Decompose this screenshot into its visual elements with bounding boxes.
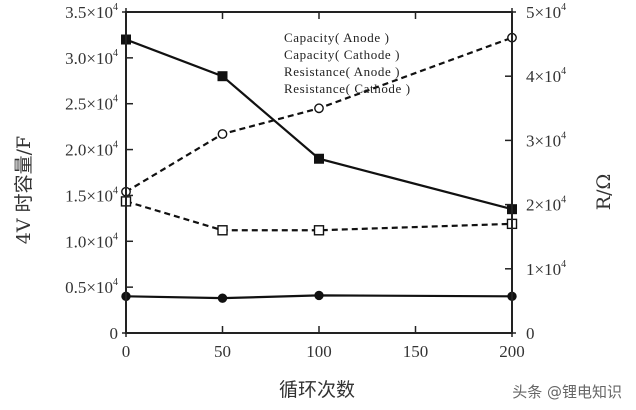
series-2-point (314, 290, 324, 301)
x-axis-title: 循环次数 (279, 379, 355, 401)
watermark-text: 头条 @锂电知识 (512, 383, 622, 401)
legend-entry: Resistance( Anode ) (284, 64, 400, 79)
series-2-point (217, 293, 228, 303)
x-tick-label: 100 (306, 342, 332, 361)
y-left-tick-label: 3.5×104 (65, 2, 118, 22)
y-left-tick-label: 1.5×104 (65, 185, 118, 205)
series-1-point (217, 71, 228, 82)
series-line-4 (125, 200, 513, 232)
legend-entry: Capacity( Cathode ) (284, 47, 400, 62)
x-tick-label: 0 (122, 342, 131, 361)
series-3-point (217, 129, 228, 139)
series-line-3 (125, 36, 513, 193)
y-right-tick-label: 5×104 (526, 2, 566, 22)
y-right-axis-title: R/Ω (593, 174, 615, 210)
series-3-point (314, 103, 324, 114)
y-left-tick-label: 0.5×104 (65, 277, 118, 297)
y-right-tick-label: 3×104 (526, 130, 566, 150)
y-right-tick-label: 2×104 (526, 195, 566, 215)
series-4-point (313, 225, 325, 236)
legend-entry: Resistance( Cathode ) (284, 81, 411, 96)
y-right-tick-label: 0 (526, 324, 535, 343)
y-left-axis-title: 4V 时容量/F (13, 136, 35, 244)
y-right-tick-label: 4×104 (526, 66, 566, 86)
x-tick-label: 150 (403, 342, 429, 361)
series-line-1 (125, 38, 513, 211)
series-4-point (217, 225, 228, 236)
series-line-2 (125, 294, 513, 300)
x-tick-label: 200 (499, 342, 525, 361)
y-left-tick-label: 0 (110, 324, 119, 343)
y-right-tick-label: 1×104 (526, 259, 566, 279)
series-1-point (314, 153, 324, 164)
y-left-tick-label: 1.0×104 (65, 231, 118, 251)
y-left-tick-label: 3.0×104 (65, 48, 118, 68)
y-left-tick-label: 2.5×104 (65, 94, 118, 114)
y-left-tick-label: 2.0×104 (65, 140, 118, 160)
legend-entry: Capacity( Anode ) (284, 30, 390, 45)
legend: Capacity( Anode ) Capacity( Cathode ) Resi… (284, 30, 411, 96)
x-tick-label: 50 (214, 342, 231, 361)
